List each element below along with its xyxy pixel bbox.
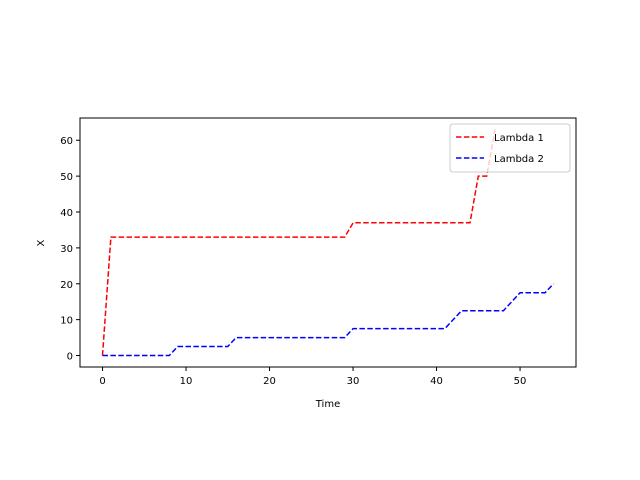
legend-box <box>449 123 571 173</box>
y-tick-label: 20 <box>60 280 73 291</box>
x-tick-label: 30 <box>347 376 360 387</box>
plot-frame <box>79 117 577 368</box>
x-axis-label: Time <box>315 399 340 410</box>
y-tick-label: 30 <box>60 244 73 255</box>
y-tick-label: 40 <box>60 208 73 219</box>
x-tick-label: 50 <box>514 376 527 387</box>
x-tick-label: 0 <box>99 376 105 387</box>
x-axis: 0 10 20 30 40 50 <box>99 367 526 387</box>
y-tick-label: 0 <box>67 352 73 363</box>
y-tick-label: 50 <box>60 172 73 183</box>
y-axis: 0 10 20 30 40 50 60 <box>60 136 80 363</box>
series-line-lambda-2 <box>102 283 555 357</box>
y-tick-label: 60 <box>60 136 73 147</box>
series-layer <box>101 129 555 357</box>
x-tick-label: 40 <box>430 376 443 387</box>
y-axis-label: X <box>36 239 47 246</box>
y-tick-label: 10 <box>60 316 73 327</box>
legend: Lambda 1 Lambda 2 <box>449 123 571 173</box>
legend-label-lambda-1: Lambda 1 <box>494 133 544 144</box>
legend-label-lambda-2: Lambda 2 <box>494 154 544 165</box>
x-tick-label: 20 <box>263 376 276 387</box>
series-line-lambda-1 <box>101 129 496 356</box>
x-tick-label: 10 <box>180 376 193 387</box>
